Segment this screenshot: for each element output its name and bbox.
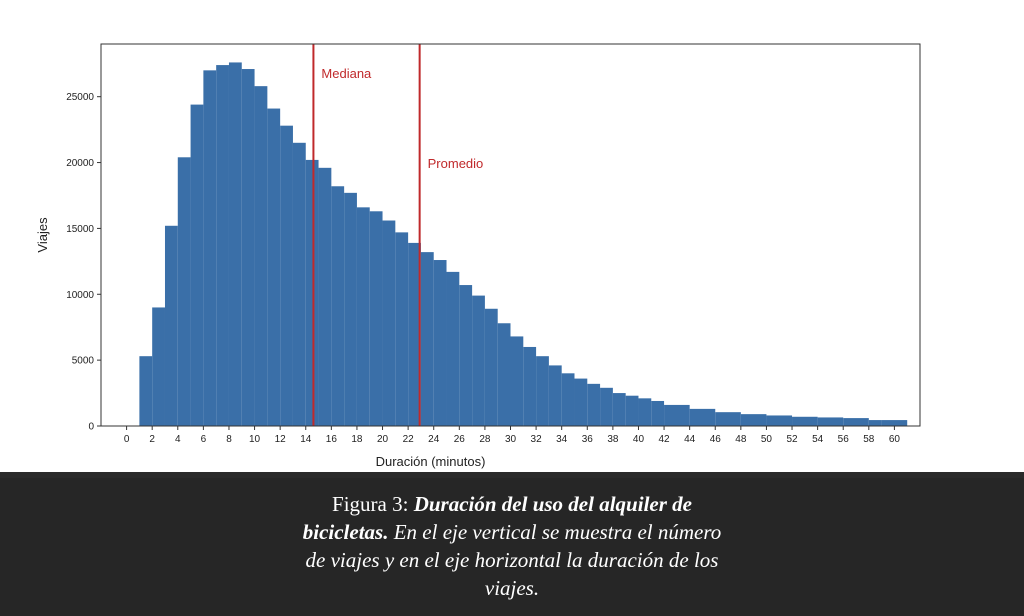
histogram-bar (561, 373, 575, 426)
histogram-bar (139, 356, 153, 426)
histogram-bar (344, 192, 357, 426)
histogram-bar (868, 420, 882, 426)
histogram-bar (510, 336, 524, 426)
histogram-bar (740, 414, 767, 426)
x-tick-label: 12 (275, 434, 287, 445)
x-tick-label: 0 (124, 434, 130, 445)
histogram-bar (254, 86, 268, 426)
x-tick-label: 52 (786, 434, 798, 445)
x-tick-label: 30 (505, 434, 517, 445)
x-tick-label: 46 (710, 434, 722, 445)
x-tick-label: 36 (582, 434, 594, 445)
caption-bold-title: Duración del uso del alquiler de bicicle… (302, 492, 692, 544)
histogram-bar (881, 420, 908, 426)
histogram-bar (536, 356, 549, 426)
x-tick-label: 16 (326, 434, 338, 445)
y-axis-label: Viajes (35, 217, 50, 253)
figure-caption: Figura 3: Duración del uso del alquiler … (0, 478, 1024, 616)
x-tick-label: 2 (149, 434, 155, 445)
histogram-bar (664, 404, 690, 426)
x-tick-label: 4 (175, 434, 181, 445)
histogram-bar (280, 125, 293, 426)
x-tick-label: 60 (889, 434, 901, 445)
y-tick-label: 20000 (66, 158, 94, 169)
histogram-bar (203, 70, 217, 427)
x-tick-label: 22 (403, 434, 415, 445)
y-tick-label: 15000 (66, 224, 94, 235)
x-tick-label: 42 (659, 434, 671, 445)
x-axis-label: Duración (minutos) (376, 454, 486, 469)
x-tick-label: 38 (607, 434, 619, 445)
histogram-bar (792, 416, 818, 426)
histogram-bar (638, 398, 652, 426)
x-tick-label: 32 (531, 434, 543, 445)
histogram-bar (523, 346, 537, 426)
x-tick-label: 54 (812, 434, 824, 445)
histogram-bar (216, 65, 229, 426)
histogram-bar (331, 186, 345, 426)
histogram-bar (766, 415, 793, 426)
histogram-bar (715, 412, 741, 426)
histogram-bar (459, 285, 473, 426)
histogram-bar (497, 323, 511, 426)
x-tick-label: 28 (479, 434, 491, 445)
histogram-bar (817, 417, 844, 426)
histogram-bar (356, 207, 370, 426)
x-tick-label: 50 (761, 434, 773, 445)
caption-prefix: Figura 3: (332, 492, 414, 516)
y-tick-label: 25000 (66, 92, 94, 103)
histogram-bar (382, 220, 396, 426)
x-tick-label: 6 (201, 434, 207, 445)
histogram-bar (843, 418, 869, 426)
x-tick-label: 14 (300, 434, 312, 445)
x-tick-label: 40 (633, 434, 645, 445)
histogram-bar (152, 307, 165, 426)
histogram-bar (228, 62, 242, 427)
histogram-bar (305, 159, 319, 426)
histogram-bar (587, 383, 601, 426)
histogram-bar (395, 232, 409, 426)
histogram-bar (651, 400, 665, 426)
x-tick-label: 44 (684, 434, 696, 445)
histogram-bar (177, 157, 191, 426)
histogram-bar (625, 395, 639, 426)
histogram-bar (369, 211, 383, 426)
vline-label-mediana: Mediana (321, 66, 372, 81)
histogram-bar (446, 271, 460, 426)
y-tick-label: 5000 (72, 356, 95, 367)
x-tick-label: 56 (838, 434, 850, 445)
histogram-bar (408, 242, 421, 426)
histogram-bar (267, 108, 281, 426)
histogram-bar (548, 365, 562, 426)
histogram-bar (164, 225, 178, 426)
x-tick-label: 20 (377, 434, 389, 445)
histogram-bar (472, 295, 485, 426)
histogram-bar (484, 308, 498, 426)
histogram-bar (292, 142, 306, 427)
histogram-bar (574, 378, 588, 426)
x-tick-label: 34 (556, 434, 568, 445)
y-tick-label: 0 (88, 422, 94, 433)
caption-italic-text: En el eje vertical se muestra el número … (305, 520, 722, 600)
x-tick-label: 58 (863, 434, 875, 445)
x-tick-label: 8 (226, 434, 232, 445)
vline-label-promedio: Promedio (428, 156, 484, 171)
histogram-bar (612, 393, 626, 426)
x-tick-label: 48 (735, 434, 747, 445)
x-tick-label: 10 (249, 434, 261, 445)
histogram-bar (689, 408, 716, 426)
x-tick-label: 26 (454, 434, 466, 445)
histogram-bar (600, 387, 613, 426)
x-tick-label: 24 (428, 434, 440, 445)
y-tick-label: 10000 (66, 290, 94, 301)
histogram-bar (241, 69, 255, 426)
histogram-bar (190, 104, 204, 426)
histogram-bar (433, 260, 447, 426)
figure-panel: Mediana Promedio 0 2 4 6 8 10 12 14 16 18 20 22 24 26 28… (0, 0, 1024, 472)
x-tick-label: 18 (351, 434, 363, 445)
histogram-bar (318, 167, 332, 427)
histogram-bar (420, 252, 434, 426)
